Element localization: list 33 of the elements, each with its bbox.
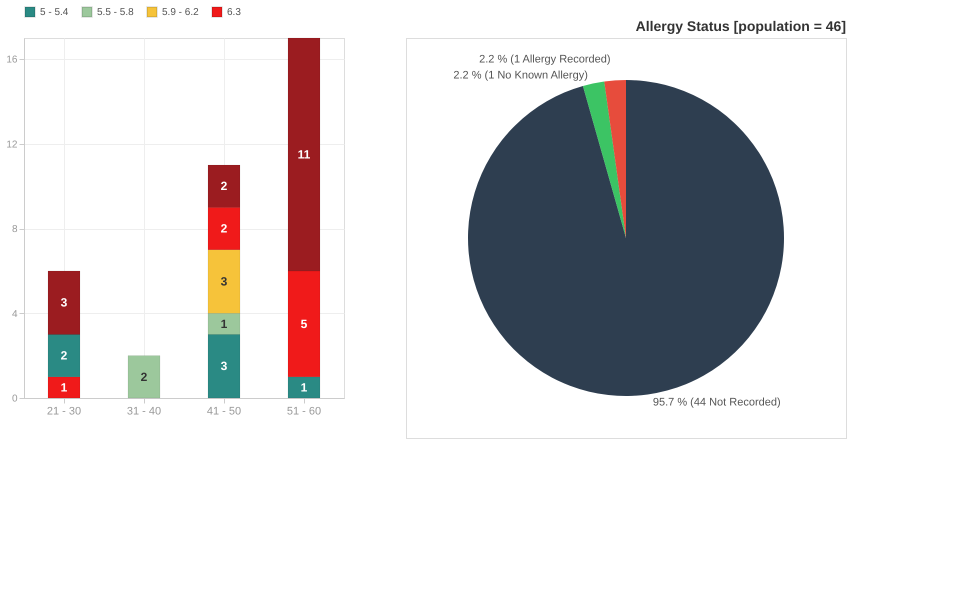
slice-label: 2.2 % (1 No Known Allergy): [453, 70, 588, 82]
data-label: 3: [220, 359, 228, 374]
pie-slice: [582, 82, 626, 238]
y-tick-label: 16: [6, 54, 18, 66]
legend-label: 5.9 - 6.2: [162, 7, 200, 18]
x-tick-label: 41 - 50: [206, 406, 242, 418]
data-label: 2: [60, 348, 68, 363]
y-tick-label: 0: [12, 394, 18, 404]
x-tick-label: 51 - 60: [286, 406, 322, 418]
data-label: 11: [298, 147, 311, 162]
pie-slice: [468, 80, 784, 396]
data-label: 1: [60, 380, 68, 394]
x-tick-label: 31 - 40: [126, 406, 162, 418]
data-label: 2: [220, 179, 228, 194]
chart-title: Allergy Status [population = 46]: [636, 18, 846, 34]
slice-label: 95.7 % (44 Not Recorded): [652, 396, 781, 408]
data-label: 1: [300, 380, 308, 394]
legend-label: 5 - 5.4: [40, 7, 69, 18]
x-tick-label: 21 - 30: [46, 406, 82, 418]
legend-label: 5.5 - 5.8: [97, 7, 134, 18]
data-label: 5: [300, 316, 308, 331]
slice-label: 2.2 % (1 Allergy Recorded): [479, 54, 611, 66]
y-tick-label: 8: [12, 224, 18, 236]
bar: [128, 355, 160, 398]
data-label: 2: [140, 370, 148, 384]
y-tick-label: 12: [6, 139, 18, 150]
data-label: 1: [220, 316, 228, 331]
pie-slice: [604, 80, 626, 238]
y-tick-label: 4: [12, 308, 18, 320]
legend-label: 6.3: [227, 7, 242, 18]
data-label: 3: [60, 296, 68, 310]
data-label: 2: [220, 222, 228, 236]
data-label: 3: [220, 274, 228, 289]
